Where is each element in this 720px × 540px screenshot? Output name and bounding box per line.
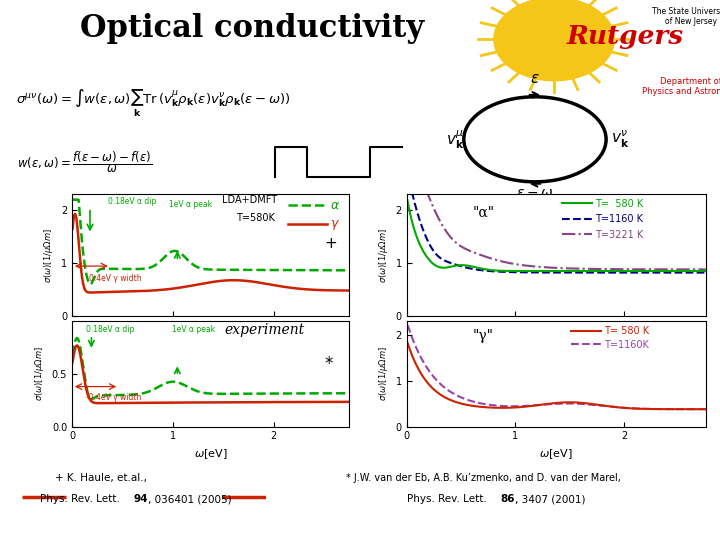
Text: $v^\mu_\mathbf{k}$: $v^\mu_\mathbf{k}$	[446, 128, 465, 151]
Text: T=1160K: T=1160K	[604, 340, 649, 349]
X-axis label: $\omega$[eV]: $\omega$[eV]	[194, 447, 228, 461]
Text: experiment: experiment	[225, 323, 305, 337]
Text: $v^\nu_\mathbf{k}$: $v^\nu_\mathbf{k}$	[611, 129, 629, 150]
X-axis label: $\omega$[eV]: $\omega$[eV]	[539, 447, 573, 461]
Text: 0.18eV α dip: 0.18eV α dip	[108, 197, 156, 206]
Text: $\sigma^{\mu\nu}(\omega) = \int w(\epsilon,\omega)\sum_{\mathbf{k}}\mathrm{Tr}\,: $\sigma^{\mu\nu}(\omega) = \int w(\epsil…	[16, 88, 290, 119]
Text: $\epsilon - \omega$: $\epsilon - \omega$	[516, 186, 554, 200]
Text: 0.4eV γ width: 0.4eV γ width	[89, 274, 141, 282]
Text: 94: 94	[133, 495, 148, 504]
Text: 1eV α peak: 1eV α peak	[169, 200, 212, 208]
Text: , 3407 (2001): , 3407 (2001)	[515, 495, 585, 504]
Text: * J.W. van der Eb, A.B. Ku’zmenko, and D. van der Marel,: * J.W. van der Eb, A.B. Ku’zmenko, and D…	[346, 473, 621, 483]
Text: T= 580 K: T= 580 K	[604, 326, 649, 336]
Text: T=3221 K: T=3221 K	[595, 230, 643, 240]
Text: 0.18eV α dip: 0.18eV α dip	[86, 325, 134, 334]
Text: Phys. Rev. Lett.: Phys. Rev. Lett.	[407, 495, 490, 504]
Text: $\epsilon$: $\epsilon$	[530, 71, 540, 86]
Text: +: +	[324, 236, 337, 251]
Y-axis label: $\sigma(\omega)[1/\mu\Omega m]$: $\sigma(\omega)[1/\mu\Omega m]$	[377, 228, 390, 282]
Text: Optical conductivity: Optical conductivity	[80, 14, 424, 44]
Text: T=  580 K: T= 580 K	[595, 199, 643, 208]
Text: $w(\epsilon,\omega) = \dfrac{f(\epsilon-\omega)-f(\epsilon)}{\omega}$: $w(\epsilon,\omega) = \dfrac{f(\epsilon-…	[17, 149, 153, 175]
Text: Department of
Physics and Astronomy: Department of Physics and Astronomy	[642, 77, 720, 96]
Text: 86: 86	[500, 495, 515, 504]
Text: Phys. Rev. Lett.: Phys. Rev. Lett.	[40, 495, 122, 504]
Text: $\alpha$: $\alpha$	[330, 199, 340, 212]
Y-axis label: $\sigma(\omega)[1/\mu\Omega m]$: $\sigma(\omega)[1/\mu\Omega m]$	[42, 228, 55, 282]
Text: "α": "α"	[472, 205, 495, 219]
Text: 1eV α peak: 1eV α peak	[172, 325, 215, 334]
Text: , 036401 (2005): , 036401 (2005)	[148, 495, 231, 504]
Text: *: *	[324, 355, 333, 373]
Text: $\gamma$: $\gamma$	[330, 218, 340, 232]
Text: -0.4eV γ width: -0.4eV γ width	[86, 393, 141, 402]
Text: The State University
of New Jersey: The State University of New Jersey	[652, 7, 720, 26]
Text: Rutgers: Rutgers	[567, 24, 684, 49]
Text: LDA+DMFT: LDA+DMFT	[222, 195, 276, 205]
Text: T=580K: T=580K	[235, 213, 274, 223]
Text: T=1160 K: T=1160 K	[595, 214, 643, 224]
Text: "γ": "γ"	[472, 329, 493, 343]
Circle shape	[494, 0, 614, 80]
Y-axis label: $\sigma(\omega)[1/\mu\Omega m]$: $\sigma(\omega)[1/\mu\Omega m]$	[33, 347, 46, 401]
Y-axis label: $\sigma(\omega)[1/\mu\Omega m]$: $\sigma(\omega)[1/\mu\Omega m]$	[377, 347, 390, 401]
Text: + K. Haule, et.al.,: + K. Haule, et.al.,	[55, 473, 147, 483]
